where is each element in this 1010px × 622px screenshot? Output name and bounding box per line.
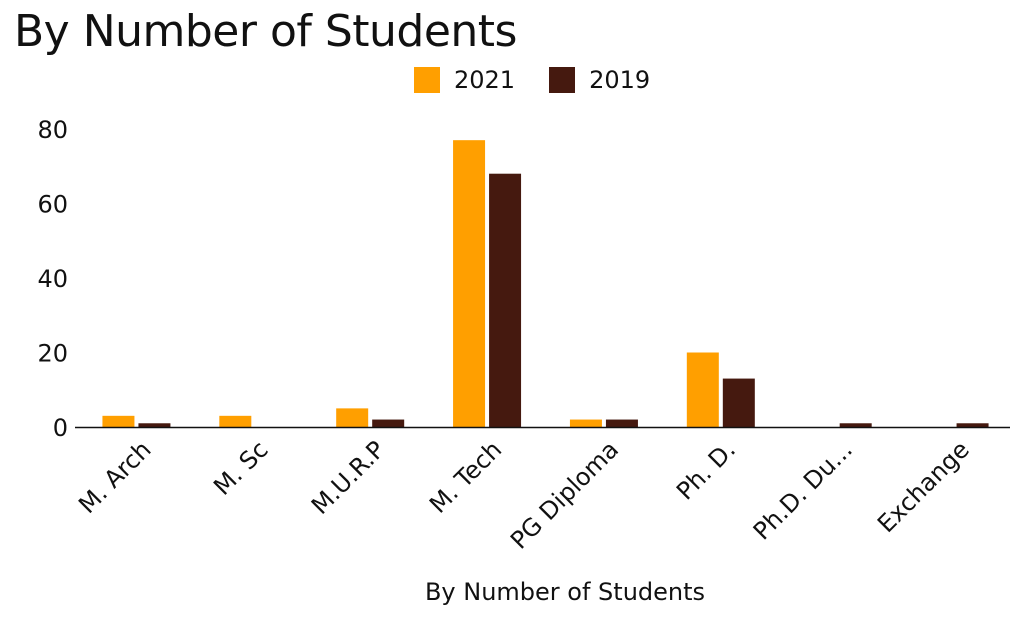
bar-2019: [605, 419, 638, 427]
bar-2019: [138, 423, 171, 427]
x-tick-label: Exchange: [872, 435, 975, 538]
x-tick-label: Ph.D. Du...: [748, 435, 858, 545]
bar-2019: [956, 423, 989, 427]
x-tick-label: M.U.R.P: [306, 435, 390, 519]
x-tick-label: M. Arch: [73, 435, 157, 519]
bar-2019: [489, 173, 522, 427]
y-tick-label: 20: [37, 340, 68, 368]
legend-swatch: [414, 67, 440, 93]
y-tick-label: 60: [37, 191, 68, 219]
x-tick-label: M. Tech: [424, 435, 507, 518]
bar-2021: [102, 415, 135, 427]
bar-2021: [453, 140, 486, 428]
x-axis-label: By Number of Students: [424, 578, 706, 606]
x-tick-label: PG Diploma: [505, 435, 624, 554]
y-tick-label: 80: [37, 116, 68, 144]
chart-title: By Number of Students: [14, 6, 517, 57]
legend-item-2019[interactable]: 2019: [549, 66, 650, 94]
bar-2021: [219, 415, 252, 427]
x-tick-label: M. Sc: [208, 435, 273, 500]
bar-2021: [569, 419, 602, 427]
bar-2021: [686, 352, 719, 427]
y-tick-label: 0: [53, 414, 68, 442]
bar-2019: [722, 378, 755, 427]
legend-label: 2019: [589, 66, 651, 94]
legend-label: 2021: [454, 66, 516, 94]
bar-2019: [839, 423, 872, 427]
legend: 2021 2019: [414, 66, 650, 94]
bar-2021: [336, 408, 369, 427]
y-tick-label: 40: [37, 265, 68, 293]
legend-swatch: [549, 67, 576, 93]
bar-2019: [372, 419, 405, 427]
legend-item-2021[interactable]: 2021: [414, 66, 515, 94]
x-tick-label: Ph. D.: [671, 435, 741, 505]
